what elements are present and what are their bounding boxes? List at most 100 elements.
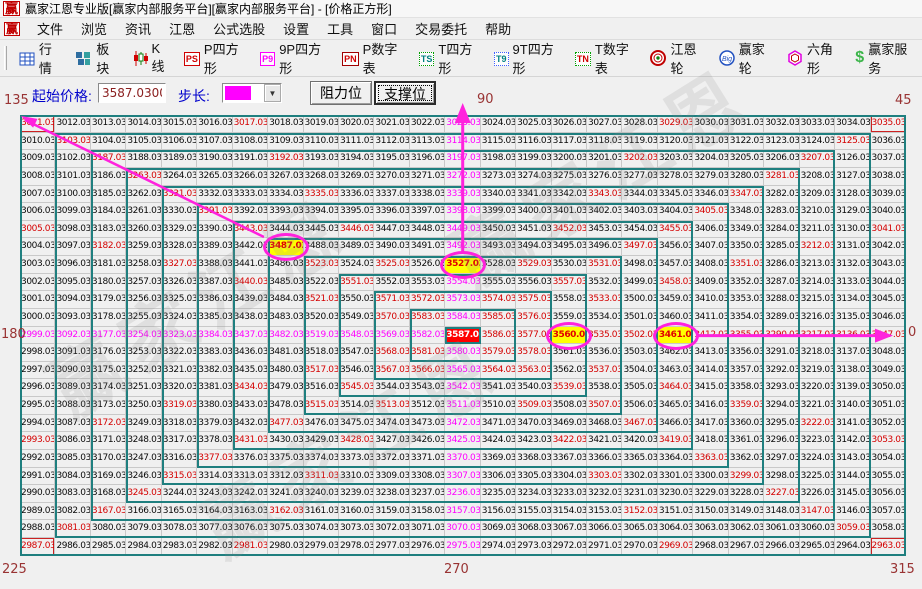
grid-cell: 2977.03 xyxy=(374,538,410,556)
grid-cell: 3395.03 xyxy=(338,203,375,221)
menu-item-0[interactable]: 文件 xyxy=(37,22,64,37)
grid-cell: 3201.03 xyxy=(587,150,623,168)
toolbar-button-11[interactable]: 六角形 xyxy=(780,36,848,80)
grid-cell: 3472.03 xyxy=(445,414,481,433)
grid-cell: 3315.03 xyxy=(161,467,198,486)
grid-cell: 3011.03 xyxy=(20,115,56,133)
menu-item-9[interactable]: 帮助 xyxy=(485,22,512,37)
grid-cell: 3289.03 xyxy=(764,308,800,327)
toolbar-button-10[interactable]: Big 赢家轮 xyxy=(712,36,780,80)
grid-cell: 3009.03 xyxy=(20,150,56,168)
grid-cell: 3254.03 xyxy=(126,326,162,345)
grid-cell: 3461.03 xyxy=(657,326,694,345)
grid-cell: 3577.03 xyxy=(516,326,552,345)
grid-cell: 3536.03 xyxy=(587,344,623,362)
window-title: 赢家江恩专业版[赢家内部服务平台][赢家内部服务平台] - [价格正方形] xyxy=(25,2,392,16)
grid-cell: 3180.03 xyxy=(90,273,127,292)
menu-item-8[interactable]: 交易委托 xyxy=(415,22,468,37)
grid-cell: 3026.03 xyxy=(551,115,588,133)
grid-cell: 3552.03 xyxy=(374,273,410,292)
resistance-button[interactable]: 阻力位 xyxy=(310,81,372,105)
grid-cell: 3580.03 xyxy=(445,344,481,362)
support-button[interactable]: 支撑位 xyxy=(374,81,436,105)
grid-cell: 3072.03 xyxy=(374,520,410,538)
start-price-input[interactable] xyxy=(98,83,166,103)
grid-cell: 3073.03 xyxy=(338,520,375,538)
grid-cell: 3290.03 xyxy=(764,326,800,345)
grid-cell: 3045.03 xyxy=(870,291,906,309)
menu-item-3[interactable]: 江恩 xyxy=(169,22,196,37)
controls-row: 起始价格: 步长: ▼ 阻力位 支撑位 xyxy=(0,78,922,115)
grid-cell: 3002.03 xyxy=(20,273,56,292)
chevron-down-icon[interactable]: ▼ xyxy=(264,84,281,102)
grid-cell: 3245.03 xyxy=(126,485,162,503)
menu-item-7[interactable]: 窗口 xyxy=(371,22,398,37)
grid-cell: 3188.03 xyxy=(126,150,162,168)
grid-cell: 3575.03 xyxy=(516,291,552,309)
grid-cell: 3347.03 xyxy=(728,185,765,204)
grid-cell: 3479.03 xyxy=(268,379,304,397)
grid-cell: 3239.03 xyxy=(338,485,375,503)
grid-cell: 3237.03 xyxy=(409,485,446,503)
grid-cell: 3089.03 xyxy=(55,379,91,397)
grid-cell: 3068.03 xyxy=(516,520,552,538)
menu-item-4[interactable]: 公式选股 xyxy=(213,22,266,37)
grid-cell: 3212.03 xyxy=(799,238,836,256)
step-color-dropdown[interactable]: ▼ xyxy=(222,83,282,103)
toolbar-button-8[interactable]: TN T数字表 xyxy=(568,36,644,80)
grid-cell: 3100.03 xyxy=(55,185,91,204)
grid-cell: 3481.03 xyxy=(268,344,304,362)
grid-cell: 3459.03 xyxy=(657,291,694,309)
toolbar-button-1[interactable]: 板块 xyxy=(68,36,125,80)
child-window-icon[interactable]: 赢 xyxy=(4,21,21,36)
grid-cell: 3512.03 xyxy=(409,397,446,415)
grid-cell: 3111.03 xyxy=(338,132,375,151)
menu-item-2[interactable]: 资讯 xyxy=(125,22,152,37)
toolbar-button-6[interactable]: TS T四方形 xyxy=(412,36,487,80)
toolbar-button-2[interactable]: K线 xyxy=(126,38,177,78)
grid-cell: 3263.03 xyxy=(126,167,162,186)
grid-cell: 3424.03 xyxy=(480,432,517,450)
grid-cell: 2967.03 xyxy=(728,538,765,556)
grid-cell: 3468.03 xyxy=(587,414,623,433)
grid-cell: 3114.03 xyxy=(445,132,481,151)
toolbar-button-12[interactable]: $ 赢家服务 xyxy=(848,36,922,80)
grid-cell: 3525.03 xyxy=(374,256,410,274)
grid-cell: 3473.03 xyxy=(409,414,446,433)
grid-cell: 3530.03 xyxy=(551,256,588,274)
toolbar-button-3[interactable]: PS P四方形 xyxy=(177,36,253,80)
grid-cell: 3433.03 xyxy=(232,397,269,415)
grid-cell: 3193.03 xyxy=(303,150,339,168)
toolbar-button-9[interactable]: 江恩轮 xyxy=(643,36,711,80)
toolbar-button-label: T四方形 xyxy=(438,42,473,76)
menu-item-1[interactable]: 浏览 xyxy=(81,22,108,37)
grid-cell: 3379.03 xyxy=(197,414,233,433)
toolbar-button-0[interactable]: 行情 xyxy=(12,36,68,80)
grid-cell: 3069.03 xyxy=(480,520,517,538)
toolbar-button-7[interactable]: T9 9T四方形 xyxy=(487,36,568,80)
grid-cell: 3327.03 xyxy=(161,256,198,274)
grid-cell: 3211.03 xyxy=(799,220,836,239)
toolbar-grip[interactable] xyxy=(4,46,7,70)
grid-cell: 3025.03 xyxy=(516,115,552,133)
grid-cell: 3105.03 xyxy=(126,132,162,151)
grid-cell: 3204.03 xyxy=(693,150,729,168)
grid-cell: 3343.03 xyxy=(587,185,623,204)
toolbar-button-5[interactable]: PN P数字表 xyxy=(335,36,412,80)
grid-cell: 3036.03 xyxy=(870,132,906,151)
grid-cell: 3108.03 xyxy=(232,132,269,151)
grid-cell: 3522.03 xyxy=(303,273,339,292)
grid-cell: 3187.03 xyxy=(90,150,127,168)
grid-cell: 3355.03 xyxy=(728,326,765,345)
grid-cell: 3203.03 xyxy=(657,150,694,168)
grid-cell: 3311.03 xyxy=(303,467,339,486)
menu-item-6[interactable]: 工具 xyxy=(327,22,354,37)
grid-cell: 3102.03 xyxy=(55,150,91,168)
grid-cell: 3385.03 xyxy=(197,308,233,327)
grid-cell: 3253.03 xyxy=(126,344,162,362)
grid-cell: 2971.03 xyxy=(587,538,623,556)
grid-cell: 3236.03 xyxy=(445,485,481,503)
menu-item-5[interactable]: 设置 xyxy=(283,22,310,37)
toolbar-button-4[interactable]: P9 9P四方形 xyxy=(253,36,335,80)
grid-cell: 3117.03 xyxy=(551,132,588,151)
